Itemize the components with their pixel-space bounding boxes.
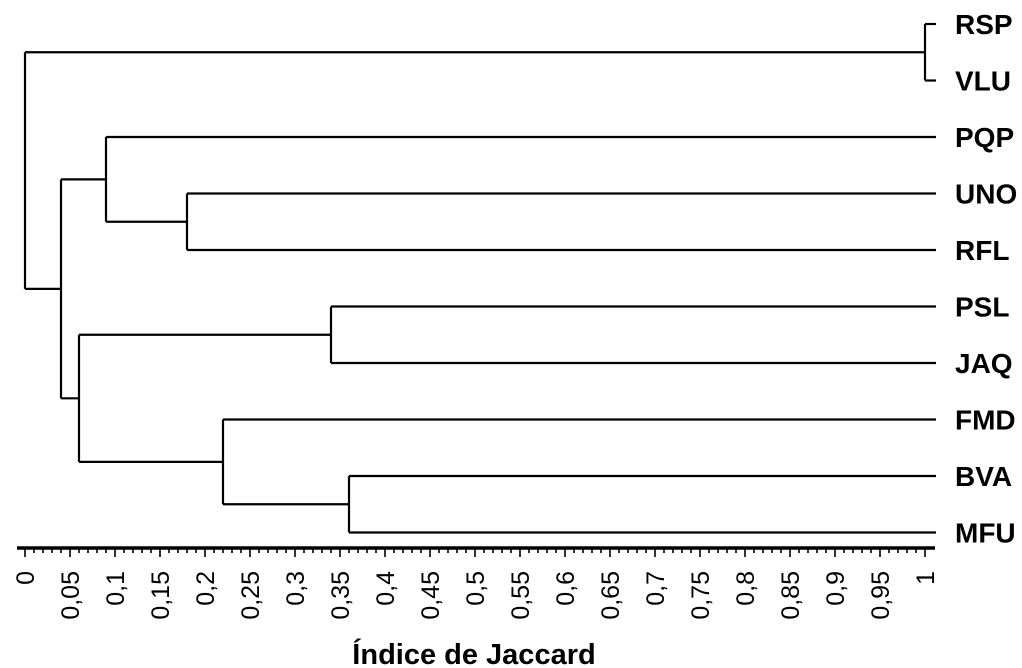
- leaf-label: VLU: [955, 66, 1011, 97]
- x-tick-label: 0,5: [462, 571, 490, 606]
- x-tick-label: 0,85: [777, 571, 805, 620]
- leaf-label: RFL: [955, 235, 1009, 266]
- leaf-label: RSP: [955, 9, 1013, 40]
- leaf-label: BVA: [955, 461, 1012, 492]
- x-tick-label: 0,45: [417, 571, 445, 620]
- x-tick-label: 0,05: [57, 571, 85, 620]
- x-tick-label: 0,2: [192, 571, 220, 606]
- x-tick-label: 0,8: [732, 571, 760, 606]
- x-tick-label: 0,7: [642, 571, 670, 606]
- leaf-label: PSL: [955, 292, 1009, 323]
- leaf-label: UNO: [955, 179, 1017, 210]
- leaf-label: PQP: [955, 122, 1014, 153]
- x-axis-title: Índice de Jaccard: [352, 637, 595, 668]
- x-tick-label: 0,6: [552, 571, 580, 606]
- x-tick-label: 0,3: [282, 571, 310, 606]
- leaf-label: FMD: [955, 405, 1016, 436]
- x-tick-label: 0,25: [237, 571, 265, 620]
- x-tick-label: 0,35: [327, 571, 355, 620]
- x-tick-label: 0,1: [102, 571, 130, 606]
- x-tick-label: 0,95: [867, 571, 895, 620]
- x-axis-ticks: [24, 548, 926, 557]
- x-axis-tick-labels: 0 0,05 0,1 0,15 0,2 0,25 0,3 0,35 0,4 0,45 0,5 0,55…: [12, 571, 940, 620]
- x-tick-label: 0,65: [597, 571, 625, 620]
- x-axis: 0 0,05 0,1 0,15 0,2 0,25 0,3 0,35 0,4 0,45 0,5 0,55…: [12, 546, 940, 620]
- leaf-label: MFU: [955, 518, 1016, 549]
- x-tick-label: 0,4: [372, 571, 400, 606]
- dendrogram-branches: [23, 22, 936, 534]
- x-tick-label: 1: [912, 571, 940, 585]
- x-tick-label: 0,15: [147, 571, 175, 620]
- x-tick-label: 0: [12, 571, 40, 585]
- x-tick-label: 0,75: [687, 571, 715, 620]
- leaf-label: JAQ: [955, 348, 1013, 379]
- x-tick-label: 0,55: [507, 571, 535, 620]
- x-tick-label: 0,9: [822, 571, 850, 606]
- leaf-labels: RSP VLU PQP UNO RFL PSL JAQ FMD BVA MFU: [955, 9, 1017, 549]
